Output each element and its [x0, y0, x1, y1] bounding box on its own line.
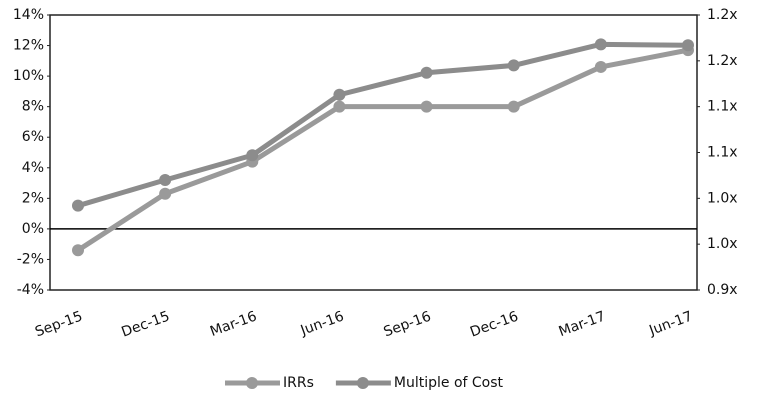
y-tick-label: -4%	[17, 282, 44, 298]
series-marker	[72, 244, 84, 257]
series-line	[76, 47, 689, 253]
y-tick-label: 2%	[22, 190, 44, 206]
y-tick-label: 10%	[13, 68, 44, 84]
series-marker	[72, 199, 84, 212]
y2-tick-label: 1.2x	[707, 7, 738, 23]
series-marker	[159, 174, 172, 186]
x-tick-label: Mar-16	[208, 308, 259, 340]
legend-marker	[356, 377, 369, 389]
series-marker	[159, 187, 172, 200]
x-tick-label: Dec-15	[119, 308, 171, 340]
y-tick-label: 4%	[22, 160, 44, 176]
y2-tick-label: 0.9x	[707, 282, 738, 298]
series-marker	[420, 100, 433, 113]
series-marker	[594, 38, 607, 51]
series-marker	[420, 66, 433, 79]
y2-tick-label: 1.0x	[707, 236, 738, 252]
x-tick-label: Mar-17	[557, 308, 608, 340]
plot-frame	[49, 14, 698, 291]
y2-tick-label: 1.2x	[707, 53, 738, 69]
legend-marker	[246, 377, 258, 389]
series-marker	[594, 60, 607, 73]
x-tick-label: Sep-15	[33, 308, 85, 340]
x-tick-label: Jun-17	[646, 308, 694, 339]
y-tick-label: 0%	[22, 221, 44, 237]
series-marker	[507, 59, 520, 72]
x-tick-label: Jun-16	[298, 308, 347, 339]
y-tick-label: 6%	[22, 129, 44, 145]
y-tick-label: 14%	[13, 7, 44, 23]
series-marker	[246, 149, 259, 162]
series-marker	[682, 39, 694, 52]
legend-label: Multiple of Cost	[394, 375, 504, 391]
x-tick-label: Sep-16	[382, 308, 434, 340]
y-tick-label: -2%	[17, 251, 44, 267]
legend-label: IRRs	[283, 375, 314, 391]
series-line	[77, 41, 689, 209]
y2-tick-label: 1.0x	[707, 190, 738, 206]
series-marker	[333, 88, 346, 101]
x-tick-label: Dec-16	[468, 308, 521, 340]
y2-tick-label: 1.1x	[707, 99, 738, 115]
series-marker	[507, 100, 520, 113]
y2-tick-label: 1.1x	[707, 145, 738, 161]
y-tick-label: 8%	[22, 99, 44, 115]
series-marker	[333, 100, 346, 113]
y-tick-label: 12%	[13, 38, 44, 54]
